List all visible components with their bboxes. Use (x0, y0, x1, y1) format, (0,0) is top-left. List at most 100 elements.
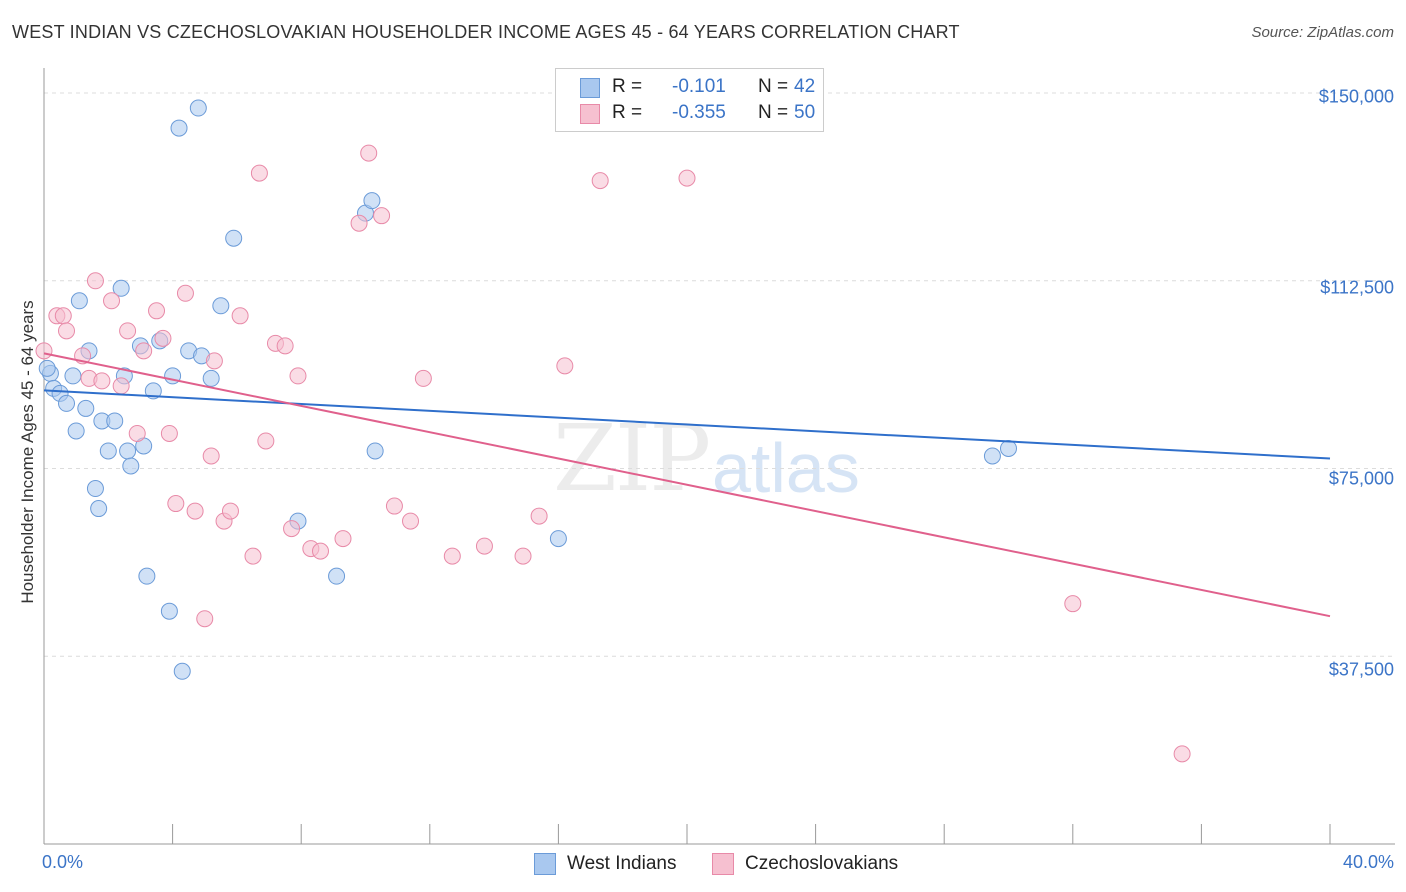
west-indians-point (328, 567, 346, 585)
czechoslovakians-point (414, 369, 432, 387)
watermark-zip: ZIP (553, 405, 711, 512)
y-tick-label: $75,000 (1328, 468, 1394, 489)
west-indians-point (67, 422, 85, 440)
west-indians-point (983, 447, 1001, 465)
czechoslovakians-point (148, 302, 166, 320)
czechoslovakians-point (196, 610, 214, 628)
west-indians-point (160, 602, 178, 620)
czechoslovakians-point (86, 272, 104, 290)
czechoslovakians-point (334, 530, 352, 548)
west-indians-point (366, 442, 384, 460)
west-indians-point (112, 279, 130, 297)
r-value: -0.355 (672, 102, 726, 123)
czechoslovakians-point (443, 547, 461, 565)
czechoslovakians-point (205, 352, 223, 370)
czechoslovakians-point (257, 432, 275, 450)
czechoslovakians-point (283, 520, 301, 538)
czechoslovakians-point (276, 337, 294, 355)
west-indians-point (225, 229, 243, 247)
y-tick-label: $112,500 (1320, 277, 1394, 298)
n-label: N = (758, 102, 789, 123)
west-indians-point (138, 567, 156, 585)
czechoslovakians-point (103, 292, 121, 310)
series-swatch (580, 78, 600, 98)
west-indians-point (363, 192, 381, 210)
czechoslovakians-point (385, 497, 403, 515)
czechoslovakians-point (93, 372, 111, 390)
west-indians-point (144, 382, 162, 400)
west-indians-point (64, 367, 82, 385)
czechoslovakians-point (112, 377, 130, 395)
y-axis-label: Householder Income Ages 45 - 64 years (18, 300, 37, 604)
y-tick-label: $150,000 (1318, 86, 1394, 107)
czechoslovakians-point (231, 307, 249, 325)
czechoslovakians-point (556, 357, 574, 375)
source-label: Source: ZipAtlas.com (1251, 24, 1394, 41)
czechoslovakians-point (202, 447, 220, 465)
legend-label: West Indians (567, 853, 677, 874)
czechoslovakians-point (244, 547, 262, 565)
czechoslovakians-point (360, 144, 378, 162)
czechoslovakians-point (58, 322, 76, 340)
czechoslovakians-trend-line (43, 352, 1331, 618)
r-label: R = (612, 102, 643, 123)
west-indians-point (122, 457, 140, 475)
stats-legend: R = -0.101 N = 42 R = -0.355 N = 50 (555, 68, 824, 132)
r-label: R = (612, 76, 643, 97)
series-swatch (580, 104, 600, 124)
czechoslovakians-point (250, 164, 268, 182)
west-indians-point (1000, 439, 1017, 457)
czechoslovakians-point (678, 169, 696, 187)
n-value: 50 (794, 102, 816, 123)
series-swatch (534, 853, 556, 875)
west-indians-point (86, 480, 104, 498)
west-indians-point (189, 99, 207, 117)
y-tick-label: $37,500 (1328, 659, 1394, 680)
west-indians-point (90, 500, 108, 518)
west-indians-point (38, 359, 56, 377)
legend-label: Czechoslovakians (745, 853, 899, 874)
west-indians-point (77, 399, 95, 417)
czechoslovakians-point (119, 322, 137, 340)
west-indians-point (212, 297, 230, 315)
czechoslovakians-point (1064, 595, 1082, 613)
czechoslovakians-point (135, 342, 153, 360)
czechoslovakians-point (160, 424, 178, 442)
series-swatch (712, 853, 734, 875)
west-indians-point (170, 119, 188, 137)
west-indians-point (549, 530, 567, 548)
n-value: 42 (794, 76, 816, 97)
czechoslovakians-point (176, 284, 194, 302)
west-indians-point (173, 662, 191, 680)
czechoslovakians-point (54, 307, 72, 325)
czechoslovakians-point (154, 329, 172, 347)
chart-title: WEST INDIAN VS CZECHOSLOVAKIAN HOUSEHOLD… (12, 22, 960, 42)
czechoslovakians-point (186, 502, 204, 520)
czechoslovakians-point (35, 342, 53, 360)
czechoslovakians-point (221, 502, 239, 520)
czechoslovakians-point (373, 207, 391, 225)
west-indians-point (70, 292, 88, 310)
west-indians-trend-line (43, 389, 1331, 460)
czechoslovakians-point (1173, 745, 1191, 763)
west-indians-point (119, 442, 137, 460)
czechoslovakians-point (128, 424, 146, 442)
czechoslovakians-point (475, 537, 493, 555)
czechoslovakians-point (530, 507, 548, 525)
west-indians-point (106, 412, 124, 430)
n-label: N = (758, 76, 789, 97)
x-tick-label-max: 40.0% (1342, 852, 1394, 872)
series-legend: West Indians Czechoslovakians (0, 852, 1406, 876)
czechoslovakians-point (402, 512, 420, 530)
x-tick-label-min: 0.0% (42, 852, 84, 872)
west-indians-point (202, 369, 220, 387)
west-indians-point (99, 442, 117, 460)
czechoslovakians-point (591, 172, 609, 190)
west-indians-point (58, 394, 76, 412)
czechoslovakians-point (514, 547, 532, 565)
czechoslovakians-point (350, 214, 368, 232)
r-value: -0.101 (672, 76, 726, 97)
czechoslovakians-point (289, 367, 307, 385)
czechoslovakians-point (167, 495, 185, 513)
